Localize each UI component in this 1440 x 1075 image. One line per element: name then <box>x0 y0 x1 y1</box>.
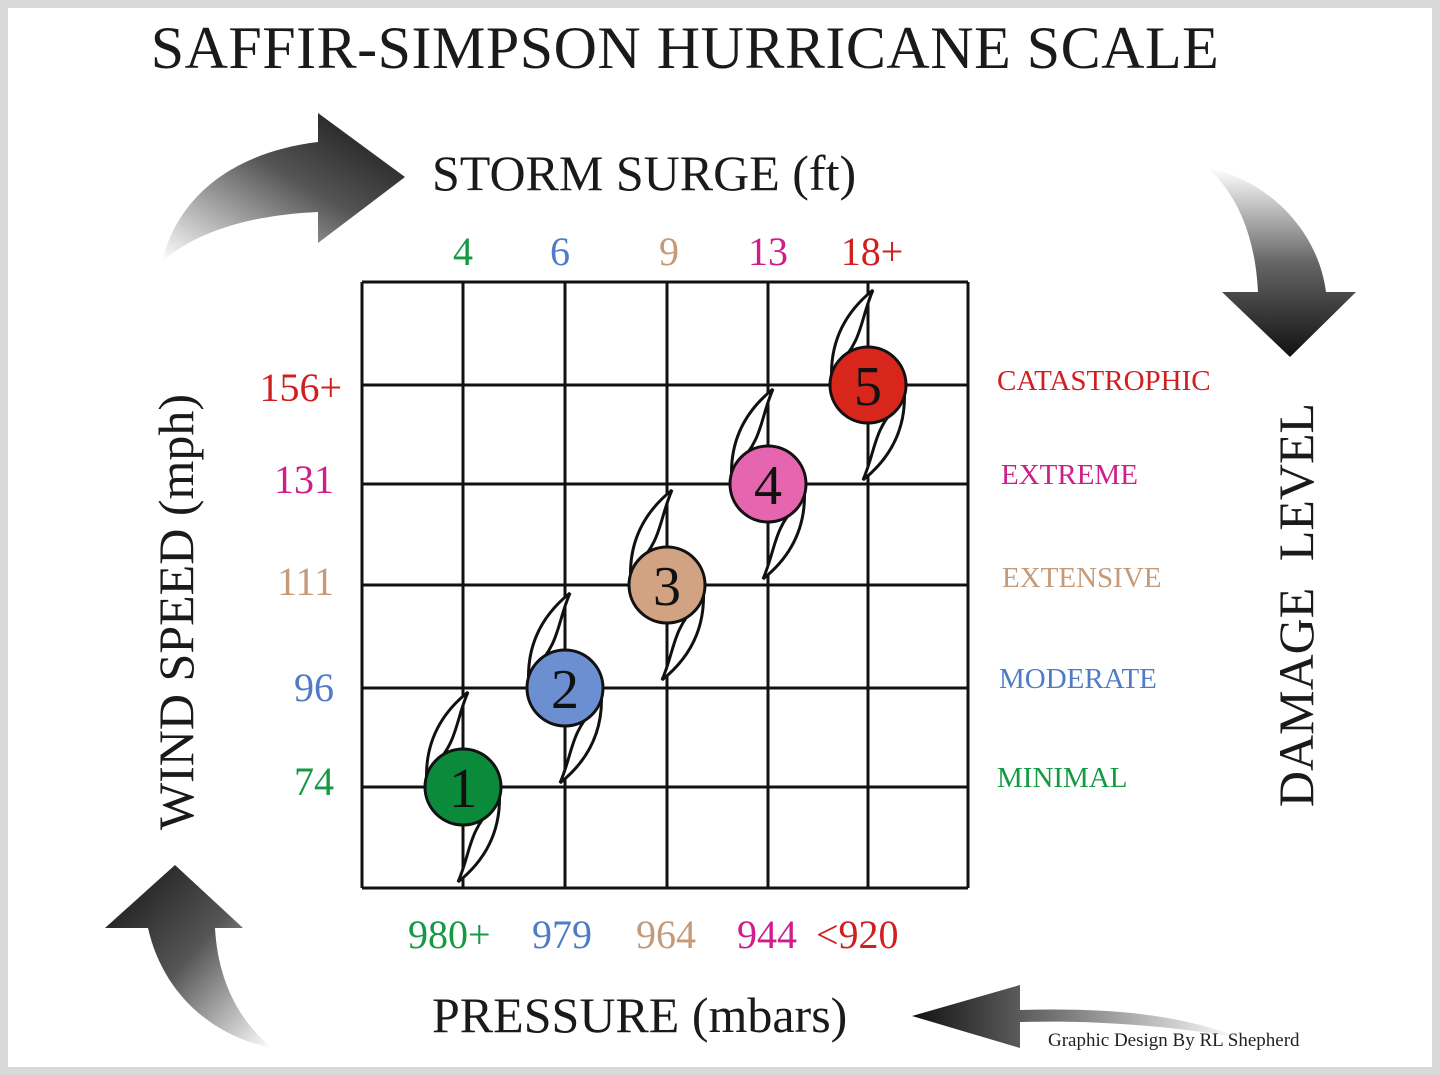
arrow-right-icon <box>162 113 405 262</box>
pressure-value-5: <920 <box>816 912 899 957</box>
wind-speed-title: WIND SPEED (mph) <box>148 393 204 831</box>
category-number: 2 <box>551 659 579 721</box>
category-number: 4 <box>754 455 782 517</box>
arrow-left-icon <box>912 985 1240 1048</box>
hurricane-icon: 3 <box>627 488 707 682</box>
pressure-value-3: 964 <box>636 912 696 957</box>
category-circle <box>525 648 605 728</box>
wind-value-2: 96 <box>294 665 334 710</box>
damage-label-5: CATASTROPHIC <box>997 365 1211 397</box>
wind-value-1: 74 <box>294 759 334 804</box>
damage-level-title: DAMAGE LEVEL <box>1268 402 1324 808</box>
damage-label-4: EXTREME <box>1001 459 1138 491</box>
wind-value-3: 111 <box>276 559 334 604</box>
pressure-value-4: 944 <box>737 912 797 957</box>
wind-value-5: 156+ <box>259 365 342 410</box>
page-title: SAFFIR-SIMPSON HURRICANE SCALE <box>150 15 1220 81</box>
category-circle <box>627 545 707 625</box>
damage-label-2: MODERATE <box>999 663 1157 695</box>
surge-value-5: 18+ <box>840 229 904 274</box>
category-number: 3 <box>653 556 681 618</box>
wind-value-4: 131 <box>274 457 334 502</box>
hurricane-icon: 4 <box>728 387 808 581</box>
surge-value-2: 6 <box>550 229 570 274</box>
arrow-up-icon <box>105 865 272 1048</box>
hurricane-arm-outline <box>628 488 706 682</box>
surge-value-4: 13 <box>748 229 788 274</box>
hurricane-arm-outline <box>424 690 502 884</box>
hurricane-arm-outline <box>829 288 907 482</box>
category-number: 5 <box>854 356 882 418</box>
storm-surge-title: STORM SURGE (ft) <box>432 145 857 201</box>
category-symbols: 1 2 3 4 5 <box>423 288 908 884</box>
pressure-value-2: 979 <box>532 912 592 957</box>
hurricane-arm-outline <box>729 387 807 581</box>
credit-text: Graphic Design By RL Shepherd <box>1048 1030 1300 1051</box>
surge-value-1: 4 <box>453 229 473 274</box>
pressure-value-1: 980+ <box>408 912 491 957</box>
damage-label-3: EXTENSIVE <box>1002 562 1162 594</box>
hurricane-icon: 5 <box>828 288 908 482</box>
category-number: 1 <box>449 758 477 820</box>
category-circle <box>728 444 808 524</box>
surge-value-3: 9 <box>659 229 679 274</box>
category-circle <box>423 747 503 827</box>
hurricane-icon: 2 <box>525 591 605 785</box>
arrow-down-icon <box>1208 168 1356 357</box>
hurricane-icon: 1 <box>423 690 503 884</box>
hurricane-arm-outline <box>526 591 604 785</box>
damage-label-1: MINIMAL <box>997 762 1128 794</box>
pressure-title: PRESSURE (mbars) <box>432 987 848 1043</box>
category-circle <box>828 345 908 425</box>
